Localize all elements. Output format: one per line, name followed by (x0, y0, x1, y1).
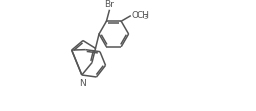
Text: 3: 3 (143, 14, 147, 20)
Text: Br: Br (104, 0, 114, 9)
Text: O: O (131, 11, 138, 20)
Text: CH: CH (136, 11, 150, 20)
Text: N: N (79, 79, 86, 88)
